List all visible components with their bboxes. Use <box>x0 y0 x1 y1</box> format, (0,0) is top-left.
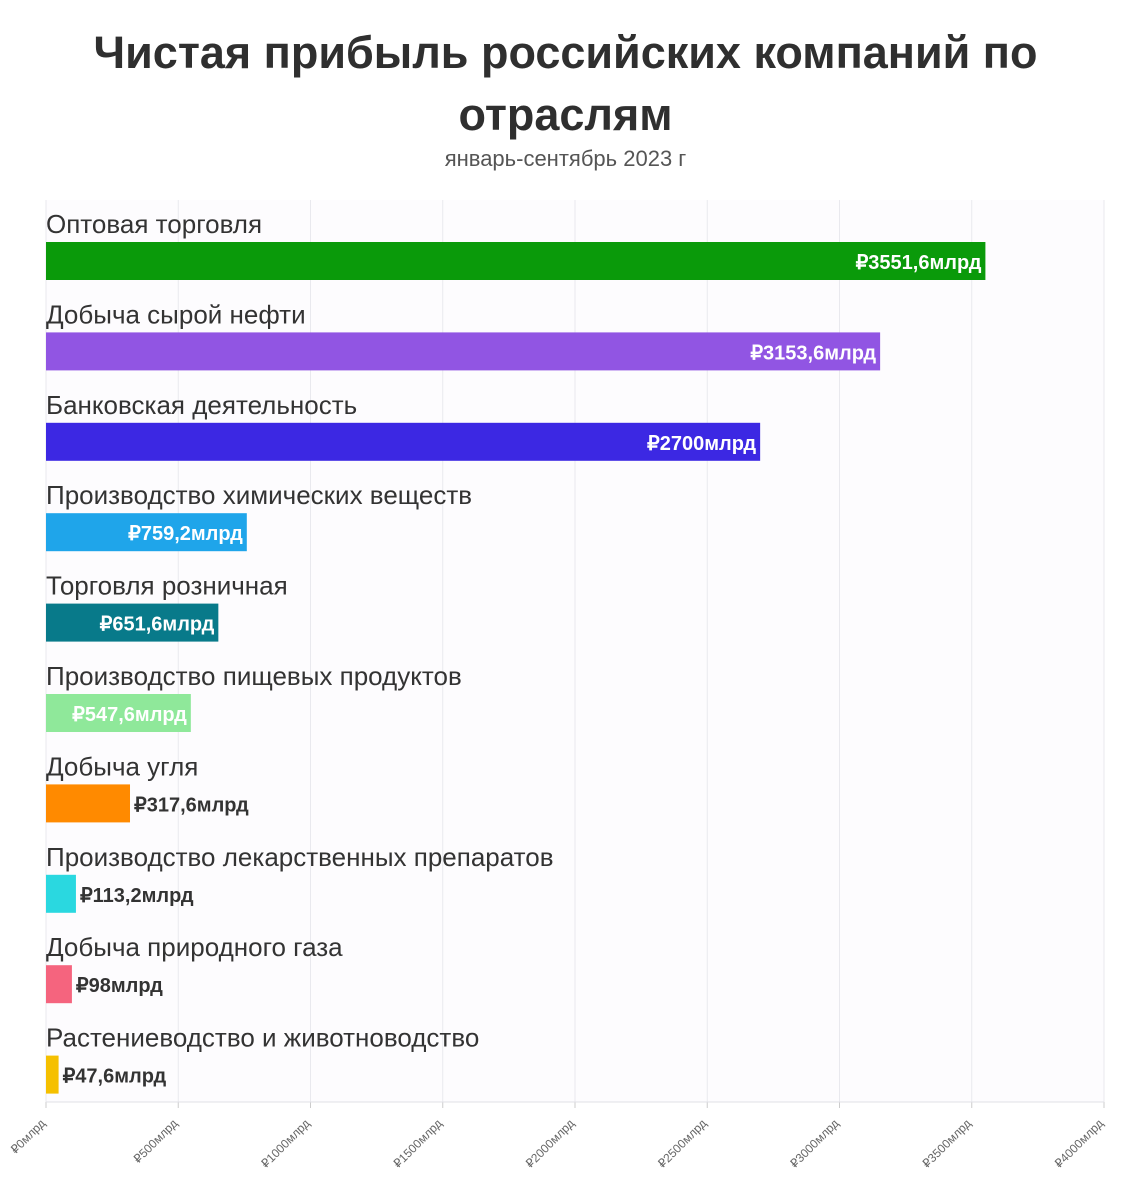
bar <box>46 603 219 642</box>
bar <box>46 422 761 461</box>
x-tick-label: ₽4000млрд <box>1052 1116 1106 1170</box>
value-label: ₽47,6млрд <box>63 1066 167 1088</box>
category-label: Растениеводство и животноводство <box>46 1023 479 1053</box>
bar <box>46 874 76 913</box>
bar <box>46 332 881 371</box>
category-label: Производство пищевых продуктов <box>46 661 462 691</box>
bar <box>46 784 131 823</box>
value-label: ₽3551,6млрд <box>856 252 982 274</box>
bar <box>46 513 247 552</box>
value-label: ₽3153,6млрд <box>750 342 876 364</box>
value-label: ₽113,2млрд <box>80 885 194 907</box>
x-tick-label: ₽2500млрд <box>655 1116 709 1170</box>
chart-subtitle: январь-сентябрь 2023 г <box>444 146 687 171</box>
bar <box>46 1055 59 1094</box>
category-label: Производство химических веществ <box>46 480 472 510</box>
category-label: Добыча сырой нефти <box>46 299 306 329</box>
chart-title: Чистая прибыль российских компаний по от… <box>93 27 1038 140</box>
x-tick-label: ₽0млрд <box>8 1116 48 1156</box>
value-label: ₽2700млрд <box>647 433 756 455</box>
x-tick-label: ₽1500млрд <box>390 1116 444 1170</box>
x-tick-label: ₽500млрд <box>131 1116 181 1166</box>
value-label: ₽547,6млрд <box>72 704 187 726</box>
category-label: Банковская деятельность <box>46 390 357 420</box>
x-tick-label: ₽1000млрд <box>258 1116 312 1170</box>
value-label: ₽759,2млрд <box>128 523 243 545</box>
bar <box>46 242 986 280</box>
x-tick-label: ₽2000млрд <box>523 1116 577 1170</box>
category-label: Оптовая торговля <box>46 209 262 239</box>
category-label: Производство лекарственных препаратов <box>46 842 554 872</box>
x-tick-label: ₽3500млрд <box>919 1116 973 1170</box>
value-label: ₽317,6млрд <box>134 794 249 816</box>
category-label: Добыча природного газа <box>46 932 343 962</box>
value-label: ₽98млрд <box>76 975 163 997</box>
x-tick-label: ₽3000млрд <box>787 1116 841 1170</box>
bar <box>46 694 191 732</box>
category-label: Торговля розничная <box>46 571 288 601</box>
category-label: Добыча угля <box>46 751 198 781</box>
value-label: ₽651,6млрд <box>100 614 215 636</box>
bar <box>46 965 72 1004</box>
